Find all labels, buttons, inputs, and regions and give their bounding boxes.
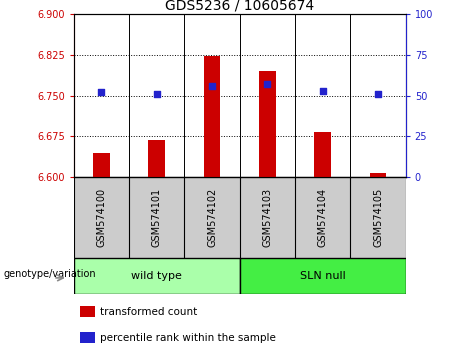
- Bar: [204, 57, 220, 177]
- Text: transformed count: transformed count: [100, 307, 198, 317]
- Text: GSM574103: GSM574103: [262, 188, 272, 247]
- Title: GDS5236 / 10605674: GDS5236 / 10605674: [165, 0, 314, 13]
- Text: GSM574102: GSM574102: [207, 188, 217, 247]
- Point: [208, 83, 216, 88]
- Bar: [93, 153, 110, 177]
- FancyBboxPatch shape: [240, 258, 406, 294]
- Text: GSM574105: GSM574105: [373, 188, 383, 247]
- Text: GSM574101: GSM574101: [152, 188, 162, 247]
- Point: [374, 91, 382, 97]
- Bar: [148, 140, 165, 177]
- Point: [264, 81, 271, 87]
- Text: SLN null: SLN null: [300, 271, 346, 281]
- Bar: [80, 332, 95, 343]
- Point: [98, 90, 105, 95]
- Bar: [314, 132, 331, 177]
- Bar: [259, 71, 276, 177]
- Text: genotype/variation: genotype/variation: [4, 269, 96, 279]
- Text: GSM574104: GSM574104: [318, 188, 328, 247]
- Bar: [370, 173, 386, 177]
- Text: percentile rank within the sample: percentile rank within the sample: [100, 333, 276, 343]
- Text: GSM574100: GSM574100: [96, 188, 106, 247]
- Point: [319, 88, 326, 93]
- Text: wild type: wild type: [131, 271, 182, 281]
- FancyBboxPatch shape: [74, 258, 240, 294]
- Point: [153, 91, 160, 97]
- Bar: [80, 306, 95, 317]
